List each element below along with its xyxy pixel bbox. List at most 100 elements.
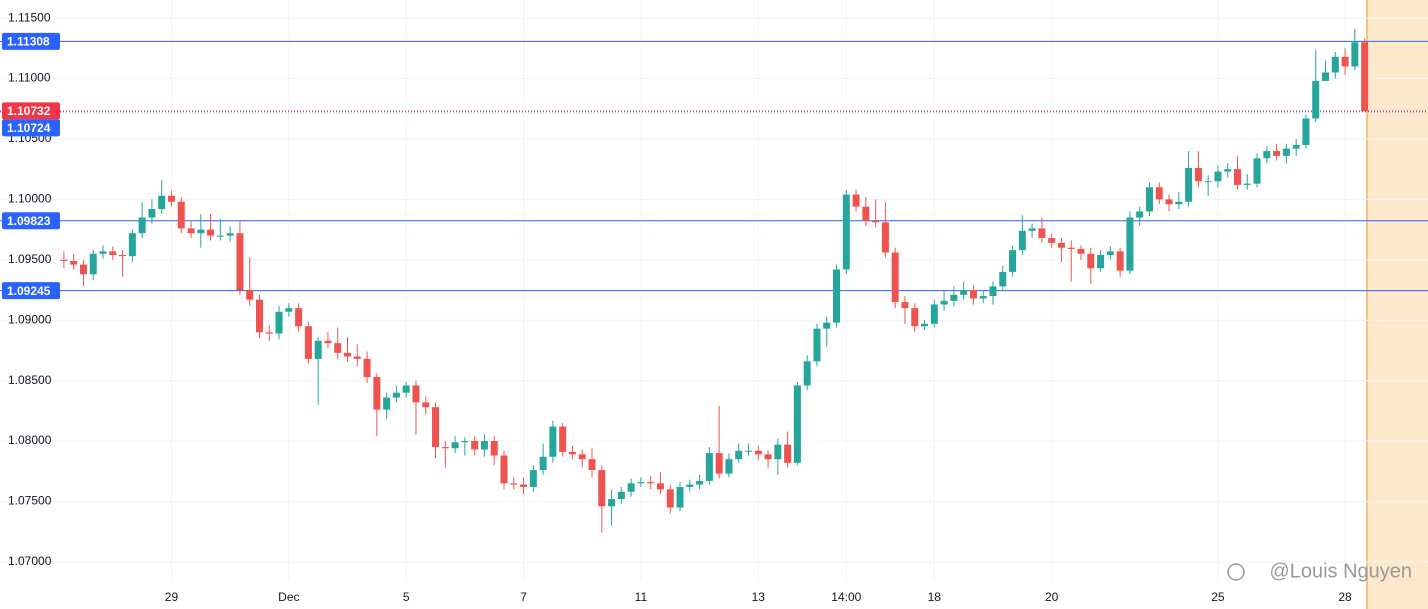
candle-body bbox=[402, 385, 410, 393]
x-tick-label: 20 bbox=[1045, 590, 1059, 604]
candle-body bbox=[969, 290, 977, 299]
grid bbox=[0, 0, 1428, 580]
price-tag-label: 1.09245 bbox=[7, 284, 51, 298]
candle-body bbox=[70, 261, 78, 265]
candle-body bbox=[1273, 151, 1281, 156]
candle-body bbox=[1116, 251, 1124, 271]
candle-body bbox=[950, 294, 958, 301]
price-tag bbox=[2, 212, 60, 230]
candle-body bbox=[960, 290, 968, 295]
candle-body bbox=[833, 269, 841, 323]
candle-body bbox=[686, 484, 694, 487]
price-tag bbox=[2, 282, 60, 300]
candle-body bbox=[842, 194, 850, 270]
candle-body bbox=[1361, 42, 1369, 112]
candle-body bbox=[735, 450, 743, 460]
candle-body bbox=[1048, 238, 1056, 243]
candle-body bbox=[627, 483, 635, 492]
candle-body bbox=[480, 441, 488, 450]
candle-body bbox=[1018, 230, 1026, 251]
candle-body bbox=[177, 201, 185, 229]
candle-body bbox=[793, 385, 801, 463]
candle-body bbox=[608, 499, 616, 507]
candle-body bbox=[647, 482, 655, 484]
candle-body bbox=[128, 233, 136, 257]
candle-body bbox=[1341, 56, 1349, 67]
candle-body bbox=[940, 300, 948, 305]
candle-body bbox=[578, 454, 586, 460]
candle-body bbox=[891, 252, 899, 303]
x-tick-label: 7 bbox=[520, 590, 527, 604]
y-tick-label: 1.11500 bbox=[8, 10, 51, 24]
candle-body bbox=[862, 206, 870, 222]
candle-body bbox=[979, 296, 987, 299]
y-tick-label: 1.11000 bbox=[8, 71, 51, 85]
candle-body bbox=[715, 453, 723, 474]
candle-body bbox=[1126, 217, 1134, 271]
candle-body bbox=[1136, 211, 1144, 218]
candle-body bbox=[255, 299, 263, 333]
candle-body bbox=[1263, 151, 1271, 159]
candle-body bbox=[520, 484, 528, 487]
candle-body bbox=[725, 459, 733, 474]
axes: 1.07000 1.07500 1.08000 1.08500 1.09000 1.095… bbox=[2, 10, 1352, 604]
candle-body bbox=[1185, 167, 1193, 202]
candle-body bbox=[696, 480, 704, 485]
price-tag bbox=[2, 102, 60, 120]
candle-body bbox=[216, 235, 224, 237]
candle-body bbox=[568, 451, 576, 455]
candle-body bbox=[412, 385, 420, 403]
candle-body bbox=[265, 332, 273, 334]
y-tick-label: 1.10000 bbox=[8, 192, 52, 206]
candle-body bbox=[99, 251, 107, 254]
candle-body bbox=[911, 308, 919, 327]
candle-body bbox=[1057, 242, 1065, 248]
candle-body bbox=[158, 195, 166, 210]
candle-body bbox=[1243, 183, 1251, 185]
y-tick-label: 1.09500 bbox=[8, 252, 52, 266]
candle-body bbox=[901, 302, 909, 309]
candle-body bbox=[539, 456, 547, 471]
candle-body bbox=[656, 483, 664, 490]
candle-body bbox=[1175, 201, 1183, 205]
x-tick-label: 5 bbox=[403, 590, 410, 604]
candle-body bbox=[148, 209, 156, 218]
candle-body bbox=[500, 455, 508, 484]
candle-body bbox=[334, 343, 342, 353]
candle-body bbox=[764, 454, 772, 460]
candle-body bbox=[1194, 167, 1202, 182]
candle-body bbox=[490, 441, 498, 456]
x-tick-label: 29 bbox=[165, 590, 179, 604]
candle-body bbox=[1038, 228, 1046, 239]
x-tick-label: 13 bbox=[752, 590, 766, 604]
candle-body bbox=[1155, 187, 1163, 200]
watermark: @Louis Nguyen bbox=[1227, 560, 1412, 582]
x-tick-label: 18 bbox=[928, 590, 942, 604]
candle-body bbox=[803, 361, 811, 386]
candle-body bbox=[930, 304, 938, 324]
candle-body bbox=[451, 442, 459, 449]
candle-body bbox=[598, 470, 606, 507]
candle-body bbox=[1302, 118, 1310, 145]
candle-body bbox=[392, 392, 400, 398]
candle-body bbox=[373, 377, 381, 410]
y-tick-label: 1.07000 bbox=[8, 554, 52, 568]
candle-body bbox=[60, 259, 68, 261]
candle-body bbox=[1312, 80, 1320, 119]
candle-body bbox=[754, 450, 762, 455]
candle-body bbox=[1106, 251, 1114, 255]
candle-body bbox=[236, 233, 244, 290]
candle-body bbox=[432, 407, 440, 448]
candle-body bbox=[324, 340, 332, 344]
candle-body bbox=[529, 470, 537, 487]
y-tick-label: 1.07500 bbox=[8, 494, 52, 508]
candle-body bbox=[167, 195, 175, 202]
candle-body bbox=[1331, 56, 1339, 73]
candle-body bbox=[1292, 145, 1300, 149]
candle-body bbox=[617, 491, 625, 500]
candle-body bbox=[89, 253, 97, 275]
x-tick-label: 25 bbox=[1211, 590, 1225, 604]
candle-body bbox=[813, 328, 821, 362]
price-tag-label: 1.10732 bbox=[7, 104, 51, 118]
candle-body bbox=[295, 308, 303, 327]
